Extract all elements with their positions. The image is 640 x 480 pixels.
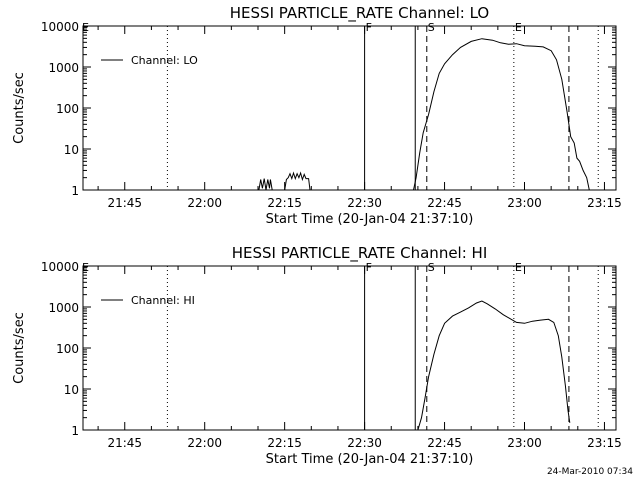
panel-hi: HESSI PARTICLE_RATE Channel: HI 1 10 100 100…: [12, 244, 622, 467]
x-tick-label: 23:15: [587, 196, 622, 210]
x-tick-label: 23:00: [507, 436, 542, 450]
y-tick-label: 10000: [41, 20, 79, 34]
y-tick-label: 1: [71, 184, 79, 198]
chart-title: HESSI PARTICLE_RATE Channel: LO: [230, 4, 489, 23]
series-line: [413, 38, 590, 191]
panel-lo: HESSI PARTICLE_RATE Channel: LO 1 10 100 100…: [12, 4, 622, 227]
marker-label: E: [515, 261, 522, 274]
legend-label: Channel: HI: [131, 294, 195, 307]
y-tick-label: 1000: [48, 61, 79, 75]
x-tick-label: 22:00: [187, 196, 222, 210]
y-tick-label: 10: [64, 143, 79, 157]
chart-title: HESSI PARTICLE_RATE Channel: HI: [232, 244, 488, 263]
x-tick-label: 22:45: [427, 196, 462, 210]
marker-label: F: [366, 21, 372, 34]
x-axis-label: Start Time (20-Jan-04 21:37:10): [266, 212, 474, 227]
x-tick-label: 22:15: [267, 196, 302, 210]
y-tick-label: 10000: [41, 260, 79, 274]
x-tick-label: 22:15: [267, 436, 302, 450]
x-tick-label: 22:30: [347, 436, 382, 450]
plot-frame: [82, 265, 617, 431]
y-tick-label: 10: [64, 383, 79, 397]
x-tick-label: 23:15: [587, 436, 622, 450]
marker-label: S: [428, 21, 435, 34]
marker-label: E: [82, 261, 89, 274]
y-tick-label: 1000: [48, 301, 79, 315]
marker-label: E: [515, 21, 522, 34]
series-line: [284, 171, 311, 191]
footer-timestamp: 24-Mar-2010 07:34: [547, 467, 633, 477]
x-tick-label: 23:00: [507, 196, 542, 210]
x-tick-label: 22:45: [427, 436, 462, 450]
legend-label: Channel: LO: [131, 54, 198, 67]
y-tick-label: 1: [71, 424, 79, 438]
y-tick-label: 100: [56, 102, 79, 116]
marker-label: S: [428, 261, 435, 274]
y-tick-label: 100: [56, 342, 79, 356]
y-axis-label: Counts/sec: [12, 72, 27, 144]
plot-frame: [82, 25, 617, 191]
x-tick-label: 21:45: [107, 196, 142, 210]
y-axis-label: Counts/sec: [12, 312, 27, 384]
series-line: [258, 178, 273, 191]
x-axis-label: Start Time (20-Jan-04 21:37:10): [266, 452, 474, 467]
x-tick-label: 22:30: [347, 196, 382, 210]
x-tick-label: 22:00: [187, 436, 222, 450]
x-tick-label: 21:45: [107, 436, 142, 450]
marker-label: F: [366, 261, 372, 274]
marker-label: E: [82, 21, 89, 34]
series-line: [417, 300, 571, 431]
